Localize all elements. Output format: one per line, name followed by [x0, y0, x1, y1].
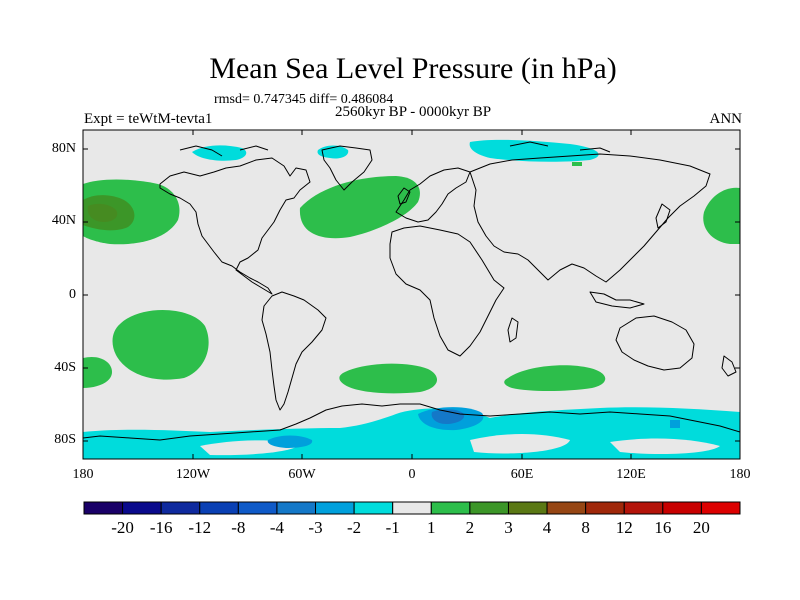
colorbar-label: -2 — [347, 518, 362, 537]
colorbar-label: 1 — [427, 518, 436, 537]
japan-coast — [655, 203, 671, 229]
lat-tick-label: 80N — [51, 141, 76, 156]
season-label: ANN — [709, 111, 743, 127]
colorbar-box — [315, 501, 355, 515]
south-pacific-west-anomaly — [83, 356, 112, 388]
colorbar-label: 4 — [542, 518, 552, 537]
asia-coast — [469, 153, 711, 283]
greenland-coast — [321, 145, 373, 191]
lon-tick-label: 180 — [72, 467, 94, 482]
north-pacific-center — [87, 203, 118, 222]
ross-sea-anomaly — [267, 435, 313, 448]
lon-tick-label: 120E — [616, 467, 646, 482]
chart-title: Mean Sea Level Pressure (in hPa) — [209, 52, 617, 85]
colorbar-box — [507, 501, 548, 515]
colorbar-box — [392, 501, 432, 515]
africa-coast — [389, 225, 505, 357]
antarctic-gap — [610, 438, 720, 454]
lat-tick-label: 40S — [54, 360, 76, 375]
south-atlantic-anomaly — [339, 363, 438, 394]
lat-tick-label: 40N — [51, 213, 76, 228]
europe-coast — [395, 167, 471, 223]
colorbar-label: -4 — [269, 518, 285, 537]
north-pacific-core — [83, 195, 135, 231]
colorbar-label: 20 — [692, 518, 710, 537]
lon-tick-label: 120W — [175, 467, 211, 482]
colorbar-box — [585, 501, 625, 515]
colorbar-box — [237, 501, 278, 515]
north-america-coast — [159, 157, 311, 295]
colorbar-label: -16 — [149, 518, 173, 537]
map-frame — [82, 129, 741, 460]
lat-tick-label: 80S — [54, 432, 76, 447]
time-period: 2560kyr BP - 0000kyr BP — [334, 104, 492, 120]
rmsd-diff-stats: rmsd= 0.747345 diff= 0.486084 — [214, 92, 394, 107]
lon-tick-label: 60E — [510, 467, 534, 482]
madagascar-coast — [507, 317, 519, 343]
map-ticks — [83, 130, 740, 459]
south-indian-anomaly — [504, 365, 606, 391]
colorbar-box — [199, 501, 239, 515]
lat-tick-label: 0 — [69, 287, 76, 302]
map-field — [83, 130, 740, 459]
arctic-west-anomaly — [192, 145, 247, 161]
colorbar-box — [546, 501, 587, 515]
antarctica-coast — [83, 403, 740, 441]
greenland-sea-anomaly — [317, 145, 349, 159]
australia-coast — [615, 315, 695, 371]
lon-tick-label: 180 — [729, 467, 751, 482]
colorbar-box — [623, 501, 664, 515]
lon-tick-label: 0 — [408, 467, 416, 482]
east-antarctic-anomaly — [670, 420, 680, 428]
colorbar-box — [662, 501, 702, 515]
colorbar-box — [83, 501, 124, 515]
new-zealand-coast — [721, 355, 737, 377]
colorbar-label: -1 — [385, 518, 400, 537]
uk-coast — [397, 187, 411, 205]
colorbar-box — [700, 501, 741, 515]
north-atlantic-high-anomaly — [299, 176, 420, 239]
coastlines — [83, 141, 740, 441]
colorbar-label: -3 — [308, 518, 323, 537]
colorbar-label: 12 — [615, 518, 633, 537]
colorbar-label: 3 — [504, 518, 513, 537]
south-pacific-anomaly — [112, 309, 209, 380]
arctic-green-patch — [572, 162, 582, 166]
colorbar-box — [122, 501, 162, 515]
colorbar-label: -12 — [188, 518, 212, 537]
colorbar-box — [353, 501, 394, 515]
lon-tick-label: 60W — [288, 467, 316, 482]
colorbar-box — [160, 501, 201, 515]
positive-anomaly-core — [83, 195, 135, 231]
colorbar — [83, 501, 741, 515]
indonesia-coast — [589, 291, 645, 309]
antarctic-gap — [470, 434, 570, 454]
colorbar-label: 16 — [654, 518, 672, 537]
south-america-coast — [261, 291, 327, 411]
colorbar-box — [276, 501, 317, 515]
colorbar-label: -8 — [231, 518, 246, 537]
arctic-islands-coast — [179, 141, 611, 157]
antarctic-gaps — [200, 434, 720, 456]
colorbar-box — [430, 501, 471, 515]
experiment-label: Expt = teWtM-tevta1 — [84, 111, 213, 127]
northwest-pacific-anomaly — [703, 187, 740, 244]
colorbar-label: 2 — [465, 518, 475, 537]
colorbar-box — [469, 501, 509, 515]
positive-anomaly-center — [87, 203, 118, 222]
colorbar-label: 8 — [581, 518, 590, 537]
colorbar-label: -20 — [111, 518, 134, 537]
